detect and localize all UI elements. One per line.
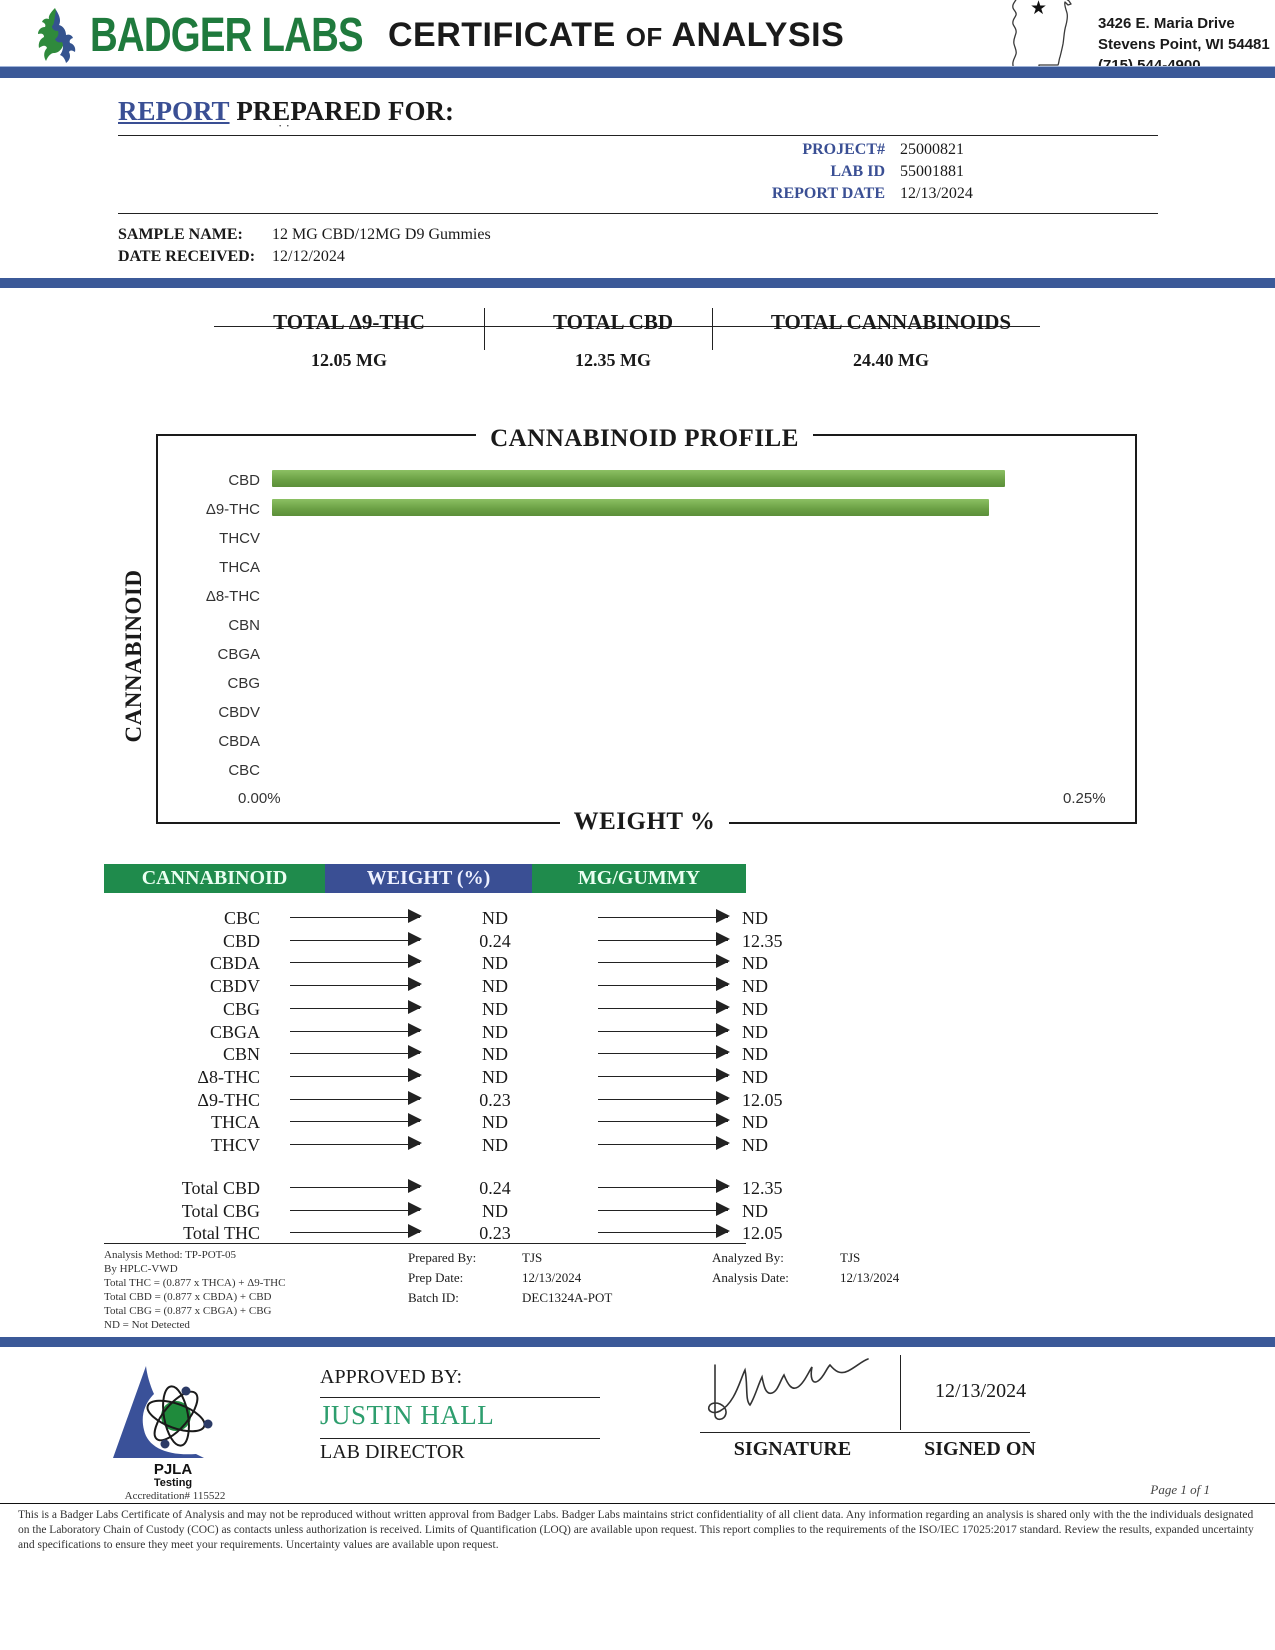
- svg-text:★: ★: [1030, 0, 1047, 19]
